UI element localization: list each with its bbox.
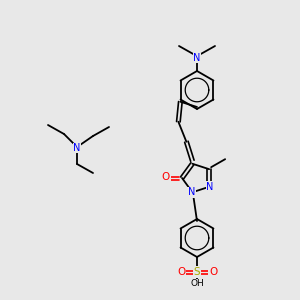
Text: O: O: [209, 267, 217, 277]
Text: N: N: [188, 187, 195, 197]
Text: N: N: [193, 53, 201, 63]
Text: OH: OH: [190, 280, 204, 289]
Text: S: S: [194, 267, 200, 277]
Text: O: O: [177, 267, 185, 277]
Text: N: N: [73, 143, 81, 153]
Text: O: O: [162, 172, 170, 182]
Text: N: N: [206, 182, 214, 192]
